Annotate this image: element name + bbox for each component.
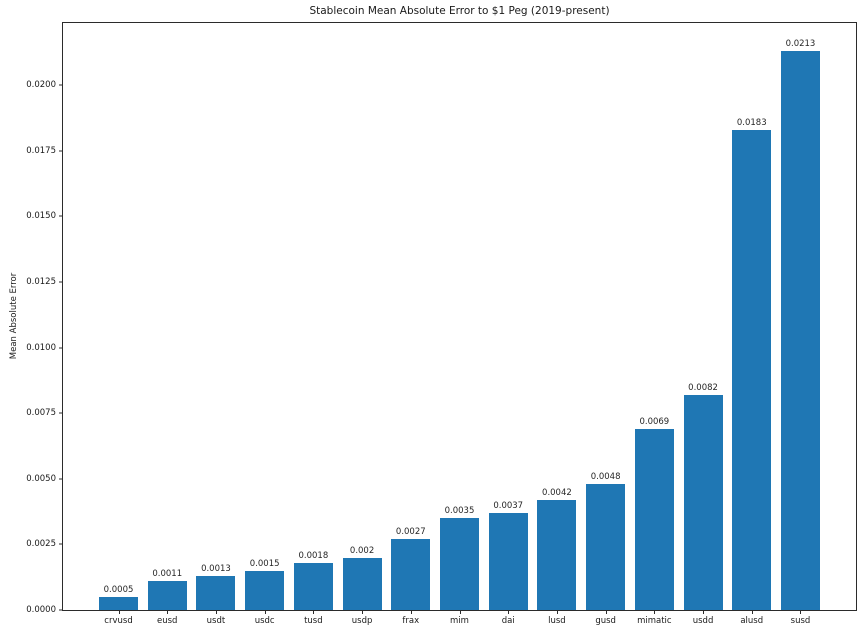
y-tick-mark-0.0000	[59, 609, 63, 611]
bar-crvusd	[99, 596, 138, 610]
x-tick-label-mim: mim	[450, 616, 469, 626]
bar-value-label-alusd: 0.0183	[736, 117, 767, 128]
y-tick-label-0.0000: 0.0000	[26, 605, 56, 615]
y-tick-mark-0.0200	[59, 84, 63, 86]
x-tick-mark-dai	[508, 610, 510, 614]
bar-value-label-susd: 0.0213	[785, 38, 816, 49]
y-tick-label-0.0050: 0.0050	[26, 473, 56, 484]
x-tick-label-usdt: usdt	[206, 616, 226, 626]
bar-value-label-usdc: 0.0015	[249, 558, 280, 569]
y-tick-label-0.0100: 0.0100	[26, 342, 56, 353]
bar-usdt	[196, 575, 236, 610]
bar-frax	[391, 539, 431, 610]
y-tick-mark-0.0050	[59, 478, 63, 480]
y-tick-mark-0.0150	[59, 215, 63, 217]
bar-value-label-usdt: 0.0013	[201, 563, 231, 574]
x-tick-mark-susd	[800, 610, 802, 614]
x-tick-mark-gusd	[605, 610, 607, 614]
y-axis-label: Mean Absolute Error	[9, 272, 19, 360]
bar-value-label-dai: 0.0037	[493, 500, 524, 511]
y-tick-mark-0.0075	[59, 412, 63, 414]
x-tick-label-eusd: eusd	[157, 616, 178, 626]
x-tick-mark-crvusd	[118, 610, 120, 614]
x-tick-label-crvusd: crvusd	[104, 616, 133, 626]
bar-value-label-lusd: 0.0042	[542, 487, 572, 498]
x-tick-mark-tusd	[313, 610, 315, 614]
x-tick-label-mimatic: mimatic	[637, 616, 672, 626]
bar-susd	[780, 50, 820, 610]
bar-mimatic	[634, 428, 674, 610]
x-tick-label-usdd: usdd	[692, 616, 714, 626]
bar-alusd	[732, 129, 772, 610]
bar-value-label-mim: 0.0035	[444, 506, 475, 517]
bar-usdd	[683, 394, 723, 610]
x-tick-label-dai: dai	[501, 616, 515, 626]
y-tick-label-0.0025: 0.0025	[26, 539, 56, 550]
bar-value-label-gusd: 0.0048	[590, 472, 621, 483]
x-tick-mark-usdp	[362, 610, 364, 614]
bar-value-label-crvusd: 0.0005	[103, 584, 134, 595]
x-tick-mark-usdd	[703, 610, 705, 614]
plot-area: 0.0005 crvusd 0.0011 eusd 0.0013 usdt 0.0015 us…	[26, 22, 857, 626]
x-tick-label-alusd: alusd	[740, 616, 764, 626]
x-tick-mark-eusd	[167, 610, 169, 614]
bar-lusd	[537, 499, 577, 610]
x-tick-label-lusd: lusd	[548, 616, 566, 626]
bar-value-label-usdd: 0.0082	[688, 382, 718, 393]
y-tick-label-0.0175: 0.0175	[26, 145, 56, 156]
bar-gusd	[586, 484, 626, 610]
bar-usdc	[245, 570, 285, 610]
chart-title: Stablecoin Mean Absolute Error to $1 Peg…	[309, 5, 610, 17]
bar-usdp	[342, 557, 382, 610]
bar-value-label-eusd: 0.0011	[152, 569, 183, 580]
bar-value-label-frax: 0.0027	[395, 527, 426, 538]
x-tick-mark-frax	[410, 610, 412, 614]
y-tick-label-0.0075: 0.0075	[26, 408, 56, 419]
x-tick-mark-lusd	[556, 610, 558, 614]
x-tick-label-gusd: gusd	[595, 616, 616, 626]
y-tick-mark-0.0175	[59, 150, 63, 152]
y-tick-label-0.0150: 0.0150	[26, 211, 56, 222]
x-tick-mark-mimatic	[654, 610, 656, 614]
bar-value-label-usdp: 0.002	[349, 545, 375, 556]
bar-mim	[440, 518, 479, 610]
x-tick-label-tusd: tusd	[304, 616, 323, 626]
x-tick-label-usdp: usdp	[351, 616, 373, 626]
y-tick-mark-0.0125	[59, 281, 63, 283]
y-tick-mark-0.0025	[59, 543, 63, 545]
bar-value-label-tusd: 0.0018	[298, 550, 329, 561]
x-tick-mark-usdc	[264, 610, 266, 614]
x-tick-mark-usdt	[215, 610, 217, 614]
x-tick-mark-alusd	[751, 610, 753, 614]
bar-eusd	[147, 581, 187, 610]
y-tick-label-0.0200: 0.0200	[26, 80, 56, 91]
bar-tusd	[293, 562, 333, 610]
y-tick-label-0.0125: 0.0125	[26, 276, 56, 287]
x-tick-label-usdc: usdc	[254, 616, 275, 626]
x-tick-mark-mim	[459, 610, 461, 614]
bar-dai	[488, 512, 528, 610]
x-tick-label-frax: frax	[402, 616, 420, 626]
y-tick-mark-0.0100	[59, 347, 63, 349]
x-tick-label-susd: susd	[790, 616, 811, 626]
bar-value-label-mimatic: 0.0069	[639, 416, 670, 427]
